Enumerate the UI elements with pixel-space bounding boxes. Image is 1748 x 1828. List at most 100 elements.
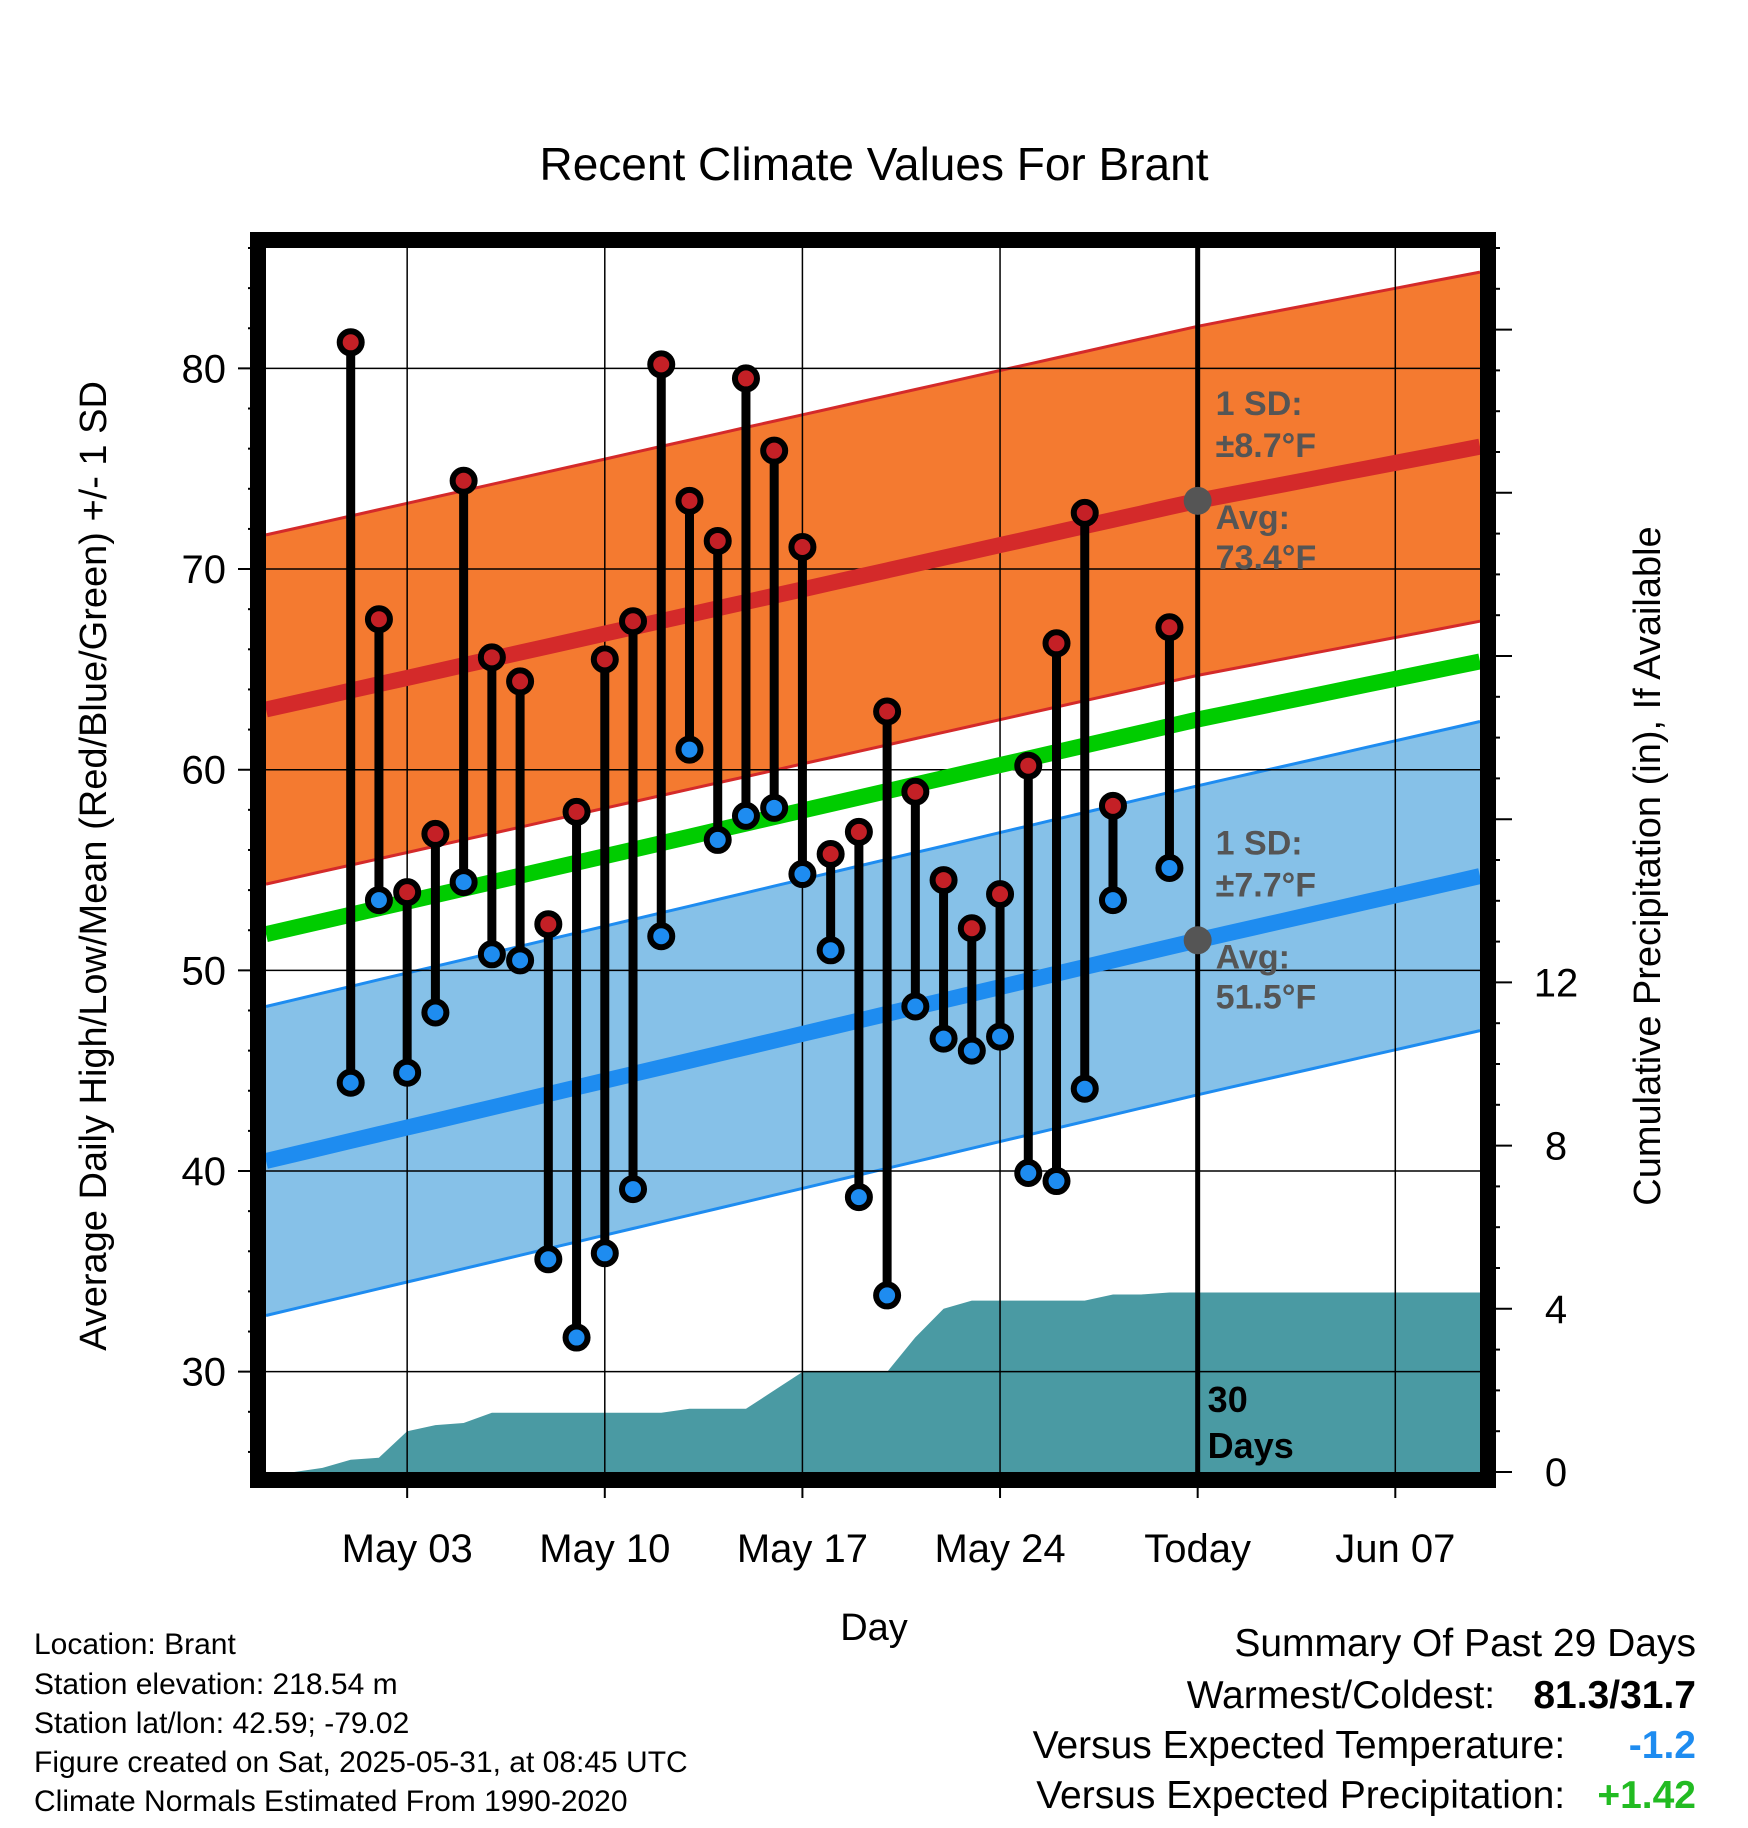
y-tick-label: 30 (182, 1351, 227, 1395)
daily-low-point (957, 1036, 986, 1065)
normal-high-line (264, 438, 1482, 718)
daily-low-point (1155, 854, 1184, 883)
daily-high-point (731, 364, 760, 393)
summary-warm-cold: Warmest/Coldest: 81.3/31.7 (1187, 1674, 1696, 1718)
daily-high-point (336, 328, 365, 357)
today-marker (1183, 248, 1212, 1472)
daily-high-point (421, 819, 450, 848)
y2-axis-label: Cumulative Precipitation (in), If Availa… (1627, 526, 1669, 1205)
daily-high-point (1070, 498, 1099, 527)
daily-high-point (1042, 629, 1071, 658)
daily-low-point (647, 922, 676, 951)
y-tick-label: 60 (182, 749, 227, 793)
daily-high-point (760, 436, 789, 465)
daily-high-point (1155, 613, 1184, 642)
precip-area (266, 1292, 1480, 1472)
daily-low-point (590, 1239, 619, 1268)
daily-high-point (364, 605, 393, 634)
today-high-avg-dot (1183, 486, 1212, 515)
daily-low-point (449, 868, 478, 897)
daily-low-point (816, 936, 845, 965)
summary-temp: Versus Expected Temperature: -1.2 (1033, 1724, 1696, 1768)
x-axis-label: Day (840, 1607, 908, 1649)
days-count-word: Days (1208, 1425, 1294, 1466)
y2-tick-label: 12 (1534, 961, 1579, 1005)
low-avg-label: Avg: (1216, 938, 1290, 976)
daily-high-point (675, 486, 704, 515)
low-sd-label: 1 SD: (1216, 824, 1303, 862)
precip-label: Versus Expected Precipitation: (1036, 1774, 1566, 1817)
daily-low-point (393, 1058, 422, 1087)
daily-high-point (788, 532, 817, 561)
daily-low-point (1042, 1167, 1071, 1196)
daily-high-point (647, 350, 676, 379)
info-normals: Climate Normals Estimated From 1990-2020 (34, 1785, 628, 1818)
daily-low-point (844, 1183, 873, 1212)
low-sd-value: ±7.7°F (1216, 866, 1316, 904)
daily-high-point (844, 817, 873, 846)
y2-tick-label: 0 (1545, 1451, 1567, 1495)
daily-high-point (506, 667, 535, 696)
daily-low-point (421, 998, 450, 1027)
warm-cold-value: 81.3/31.7 (1533, 1674, 1696, 1717)
daily-high-point (703, 526, 732, 555)
daily-high-point (393, 878, 422, 907)
x-tick-label: Today (1144, 1527, 1251, 1571)
daily-low-point (731, 801, 760, 830)
x-tick-label: May 03 (342, 1527, 473, 1571)
days-count-number: 30 (1208, 1379, 1248, 1420)
high-sd-label: 1 SD: (1216, 385, 1303, 423)
x-tick-label: May 24 (934, 1527, 1065, 1571)
daily-low-point (336, 1068, 365, 1097)
daily-high-point (901, 777, 930, 806)
daily-low-point (1014, 1159, 1043, 1188)
x-tick-label: May 10 (539, 1527, 670, 1571)
daily-low-point (1070, 1074, 1099, 1103)
high-band-lower-edge (265, 619, 1481, 886)
daily-temperatures (336, 328, 1184, 1352)
summary-title: Summary Of Past 29 Days (1234, 1622, 1696, 1665)
daily-low-point (760, 793, 789, 822)
high-avg-value: 73.4°F (1216, 539, 1317, 577)
info-created: Figure created on Sat, 2025-05-31, at 08… (34, 1746, 688, 1779)
daily-high-point (449, 466, 478, 495)
daily-high-point (1014, 751, 1043, 780)
daily-low-point (703, 825, 732, 854)
daily-high-point (986, 880, 1015, 909)
y-axis-label: Average Daily High/Low/Mean (Red/Blue/Gr… (73, 381, 115, 1351)
cumulative-precip-area (266, 1292, 1480, 1472)
temp-value: -1.2 (1628, 1724, 1696, 1767)
y-tick-label: 70 (182, 548, 227, 592)
daily-low-point (901, 992, 930, 1021)
daily-high-point (562, 797, 591, 826)
y2-tick-label: 4 (1545, 1288, 1567, 1332)
daily-high-point (1098, 791, 1127, 820)
daily-high-point (929, 866, 958, 895)
y2-tick-label: 8 (1545, 1125, 1567, 1169)
high-avg-label: Avg: (1216, 499, 1290, 537)
y-tick-label: 50 (182, 949, 227, 993)
summary-precip: Versus Expected Precipitation: +1.42 (1036, 1774, 1696, 1818)
daily-high-point (619, 607, 648, 636)
daily-low-point (477, 940, 506, 969)
today-low-avg-dot (1183, 926, 1212, 955)
daily-high-point (477, 643, 506, 672)
low-band-upper-edge (265, 720, 1481, 1008)
daily-low-point (562, 1323, 591, 1352)
daily-low-point (506, 946, 535, 975)
precip-value: +1.42 (1597, 1774, 1696, 1817)
y-tick-label: 80 (182, 347, 227, 391)
daily-low-point (873, 1281, 902, 1310)
daily-low-point (364, 886, 393, 915)
daily-high-point (590, 645, 619, 674)
x-tick-label: May 17 (737, 1527, 868, 1571)
daily-low-point (986, 1022, 1015, 1051)
daily-low-point (534, 1245, 563, 1274)
axes: 30 40 50 60 70 80 0 4 8 12 May 03 May 10 May 17 May 2… (182, 247, 1579, 1571)
daily-high-point (534, 910, 563, 939)
daily-low-point (619, 1175, 648, 1204)
normal-low-line (264, 868, 1482, 1169)
daily-high-point (816, 839, 845, 868)
